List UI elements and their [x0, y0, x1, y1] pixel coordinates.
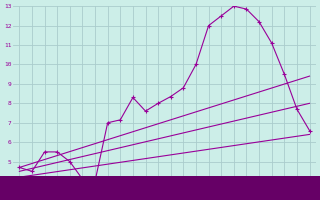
X-axis label: Windchill (Refroidissement éolien,°C): Windchill (Refroidissement éolien,°C) [86, 189, 243, 196]
